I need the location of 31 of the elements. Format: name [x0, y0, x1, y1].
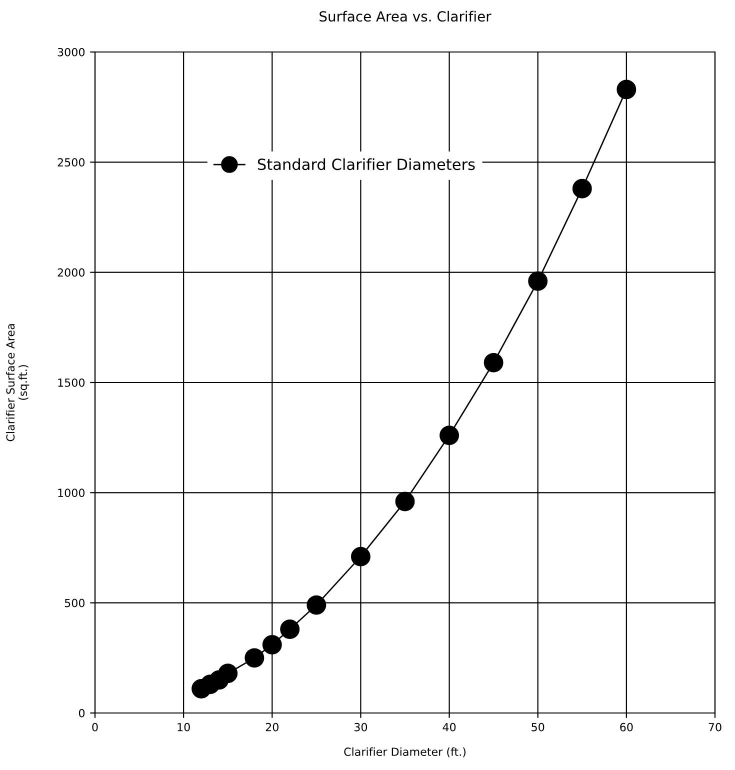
point [484, 352, 504, 372]
y-axis-title: Clarifier Surface Area (sq.ft.) [6, 324, 30, 442]
y-tick-label: 0 [78, 708, 85, 718]
x-tick-label: 30 [354, 722, 368, 732]
x-tick-label: 0 [92, 722, 98, 732]
x-tick-label: 40 [442, 722, 456, 732]
point [350, 546, 370, 566]
y-tick-label: 1500 [58, 378, 85, 387]
y-tick-label: 1000 [58, 488, 85, 498]
chart-title: Surface Area vs. Clarifier [320, 10, 492, 22]
legend-label: Standard Clarifier Diameters [258, 158, 475, 170]
point [572, 178, 592, 198]
x-tick-label: 20 [266, 722, 278, 732]
y-tick-label: 3000 [58, 48, 85, 56]
point [440, 426, 460, 446]
point [262, 634, 282, 654]
point [528, 271, 548, 291]
y-tick-label: 2000 [58, 268, 85, 277]
point [395, 492, 415, 512]
x-tick-label: 10 [178, 722, 190, 732]
point [280, 620, 300, 639]
point [244, 648, 264, 668]
point [616, 80, 636, 100]
point [218, 664, 238, 684]
point [306, 595, 326, 615]
x-tick-label: 70 [708, 722, 722, 732]
y-tick-label: 2500 [58, 158, 85, 167]
x-axis-title: Clarifier Diameter (ft.) [344, 747, 466, 758]
y-tick-label: 500 [64, 598, 85, 608]
x-tick-label: 50 [532, 722, 544, 732]
x-tick-label: 60 [620, 722, 633, 732]
